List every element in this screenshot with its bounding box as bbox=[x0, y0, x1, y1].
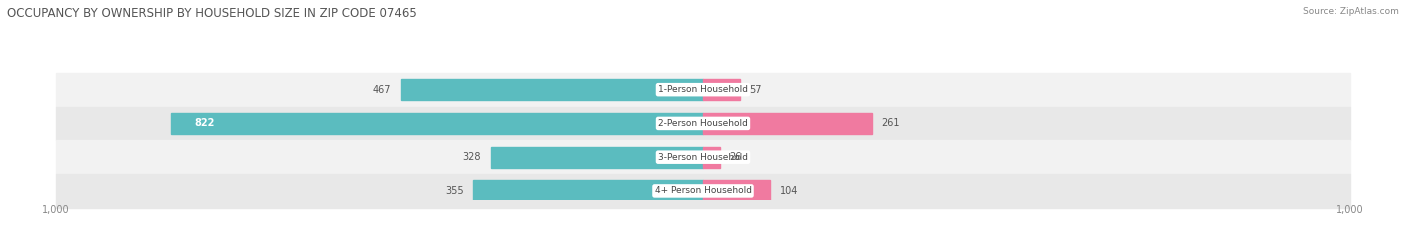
Bar bbox=[703, 113, 872, 134]
Bar bbox=[491, 147, 703, 168]
Bar bbox=[56, 140, 1350, 174]
Text: 355: 355 bbox=[446, 186, 464, 196]
Text: 104: 104 bbox=[780, 186, 799, 196]
Bar bbox=[56, 174, 1350, 208]
Text: 4+ Person Household: 4+ Person Household bbox=[655, 186, 751, 195]
Text: 57: 57 bbox=[749, 85, 762, 95]
Text: 1-Person Household: 1-Person Household bbox=[658, 85, 748, 94]
Text: 467: 467 bbox=[373, 85, 391, 95]
Text: 328: 328 bbox=[463, 152, 481, 162]
Text: Source: ZipAtlas.com: Source: ZipAtlas.com bbox=[1303, 7, 1399, 16]
Text: 822: 822 bbox=[194, 118, 214, 128]
Bar bbox=[703, 147, 720, 168]
Bar bbox=[172, 113, 703, 134]
Text: 3-Person Household: 3-Person Household bbox=[658, 153, 748, 162]
Bar bbox=[56, 73, 1350, 106]
Bar bbox=[474, 181, 703, 201]
Text: OCCUPANCY BY OWNERSHIP BY HOUSEHOLD SIZE IN ZIP CODE 07465: OCCUPANCY BY OWNERSHIP BY HOUSEHOLD SIZE… bbox=[7, 7, 416, 20]
Bar bbox=[401, 79, 703, 100]
Bar bbox=[703, 79, 740, 100]
Text: 26: 26 bbox=[730, 152, 742, 162]
Text: 2-Person Household: 2-Person Household bbox=[658, 119, 748, 128]
Bar bbox=[56, 106, 1350, 140]
Bar bbox=[703, 181, 770, 201]
Text: 261: 261 bbox=[882, 118, 900, 128]
